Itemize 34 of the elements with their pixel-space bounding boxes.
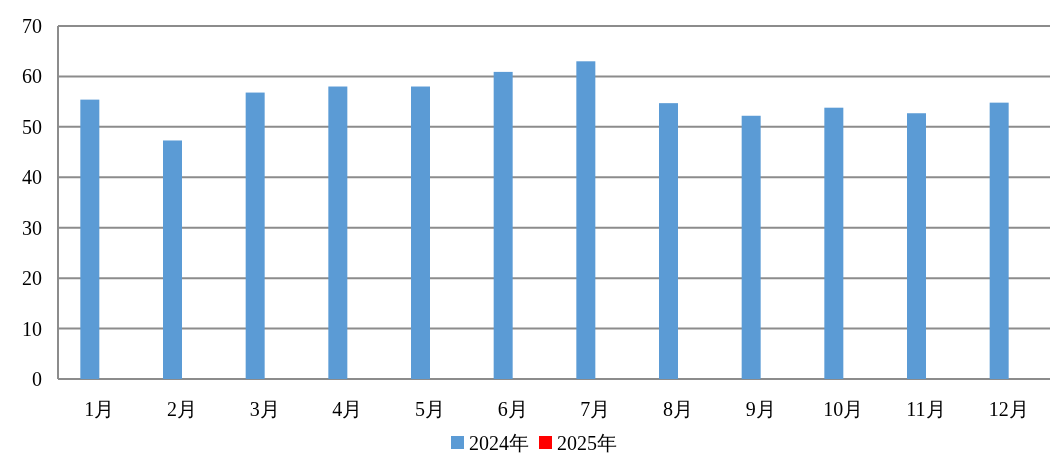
y-tick-label: 20 xyxy=(22,267,42,290)
bar xyxy=(741,115,761,379)
x-tick-label: 7月 xyxy=(580,398,611,420)
x-tick-label: 8月 xyxy=(663,398,693,420)
y-tick-label: 50 xyxy=(22,115,42,138)
y-tick-label: 70 xyxy=(22,15,42,37)
x-tick-label: 2月 xyxy=(167,398,197,420)
bar xyxy=(328,86,348,379)
bar xyxy=(907,113,926,379)
legend-label: 2025年 xyxy=(557,432,617,454)
x-tick-label: 9月 xyxy=(745,398,776,420)
y-tick-label: 0 xyxy=(32,368,42,390)
legend-label: 2024年 xyxy=(469,432,529,454)
x-tick-label: 1月 xyxy=(84,398,115,420)
bar xyxy=(245,92,265,379)
y-tick-label: 30 xyxy=(22,216,42,239)
y-tick-label: 40 xyxy=(22,166,42,189)
bar xyxy=(989,102,1009,379)
x-tick-label: 6月 xyxy=(497,398,528,420)
x-tick-label: 10月 xyxy=(823,398,864,420)
bar xyxy=(163,140,182,379)
x-tick-label: 5月 xyxy=(415,398,445,420)
y-tick-label: 60 xyxy=(22,65,42,88)
bar xyxy=(493,71,513,379)
x-tick-label: 11月 xyxy=(906,398,946,420)
bar xyxy=(824,107,844,379)
y-tick-label: 10 xyxy=(22,317,42,340)
bar xyxy=(80,99,100,379)
bar xyxy=(411,86,430,379)
x-tick-label: 4月 xyxy=(332,398,363,420)
bar xyxy=(659,103,678,379)
bar xyxy=(576,61,596,379)
x-tick-label: 12月 xyxy=(988,398,1029,420)
x-tick-label: 3月 xyxy=(249,398,280,420)
